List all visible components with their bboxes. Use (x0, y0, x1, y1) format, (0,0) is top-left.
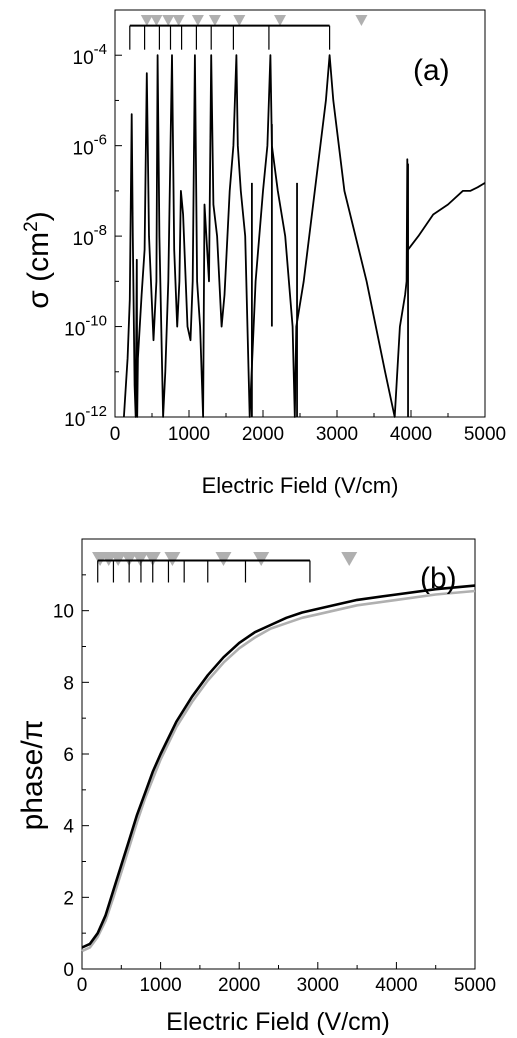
a-resonance-marker (172, 15, 185, 26)
panel-a-ylabel-close: ) (22, 211, 55, 221)
panel-a-ticks: 0 1000 2000 3000 4000 5000 10-12 10-10 10-8 10-6 1… (64, 9, 506, 445)
b-y-tick-label: 6 (63, 745, 74, 766)
a-resonance-marker (208, 15, 221, 26)
panel-a-label: (a) (413, 54, 450, 87)
b-y-tick-label: 8 (63, 673, 74, 694)
a-x-tick-label: 0 (110, 424, 121, 445)
b-y-tick-label: 4 (63, 817, 74, 838)
a-resonance-marker (191, 15, 204, 26)
panel-a-ylabel-main: σ (cm (22, 232, 55, 309)
a-resonance-marker (233, 15, 246, 26)
a-x-tick-label: 2000 (242, 424, 284, 445)
b-y-tick-label: 2 (63, 888, 74, 909)
panel-a-ylabel: σ (cm2) (21, 211, 55, 308)
a-x-tick-label: 1000 (168, 424, 210, 445)
a-y-tick-label: 10-8 (73, 222, 107, 250)
b-resonance-marker (110, 552, 127, 566)
panel-b-xlabel: Electric Field (V/cm) (166, 1008, 390, 1036)
a-resonance-marker (274, 15, 287, 26)
a-cross-section-curve (123, 54, 486, 418)
a-x-tick-label: 4000 (390, 424, 432, 445)
a-y-tick-label: 10-10 (64, 313, 107, 341)
panel-a-xlabel: Electric Field (V/cm) (202, 473, 399, 498)
panel-b: 0 1000 2000 3000 4000 5000 0 2 4 6 8 10 (b) Electri… (16, 538, 496, 1036)
b-x-tick-label: 0 (77, 975, 88, 996)
panel-a: 0 1000 2000 3000 4000 5000 10-12 10-10 10-8 10-6 1… (21, 9, 506, 498)
panel-a-bracket (129, 24, 331, 50)
b-x-tick-label: 4000 (375, 975, 417, 996)
a-resonance-marker (355, 15, 368, 26)
a-resonance-marker (140, 15, 153, 26)
b-resonance-marker (121, 552, 138, 566)
a-resonance-marker (162, 15, 175, 26)
panel-b-ticks: 0 1000 2000 3000 4000 5000 0 2 4 6 8 10 (53, 574, 496, 996)
b-resonance-marker (132, 552, 149, 566)
panel-b-label: (b) (420, 562, 457, 595)
panel-b-bracket (97, 559, 311, 583)
b-resonance-marker (253, 552, 270, 566)
b-x-tick-label: 3000 (297, 975, 339, 996)
b-x-tick-label: 1000 (139, 975, 181, 996)
panel-b-series (81, 584, 476, 953)
b-x-tick-label: 5000 (454, 975, 496, 996)
b-resonance-marker (215, 552, 232, 566)
b-phase-curve (81, 589, 476, 953)
panel-b-ylabel: phase/π (16, 720, 49, 831)
panel-a-series (123, 54, 486, 418)
a-y-tick-label: 10-6 (73, 132, 107, 160)
b-resonance-marker (164, 552, 181, 566)
b-y-tick-label: 0 (63, 960, 74, 981)
b-x-tick-label: 2000 (218, 975, 260, 996)
a-y-tick-label: 10-4 (73, 41, 107, 69)
panel-a-markers (140, 15, 368, 26)
panel-b-markers (92, 552, 358, 566)
a-x-tick-label: 3000 (316, 424, 358, 445)
b-resonance-marker (341, 552, 358, 566)
a-y-tick-label: 10-12 (64, 403, 107, 431)
panel-a-ylabel-sup: 2 (21, 221, 42, 232)
b-y-tick-label: 10 (53, 602, 74, 623)
a-x-tick-label: 5000 (464, 424, 506, 445)
panel-b-plot-frame (81, 538, 476, 970)
a-resonance-marker (150, 15, 163, 26)
b-resonance-marker (144, 552, 161, 566)
b-phase-curve (81, 584, 476, 949)
